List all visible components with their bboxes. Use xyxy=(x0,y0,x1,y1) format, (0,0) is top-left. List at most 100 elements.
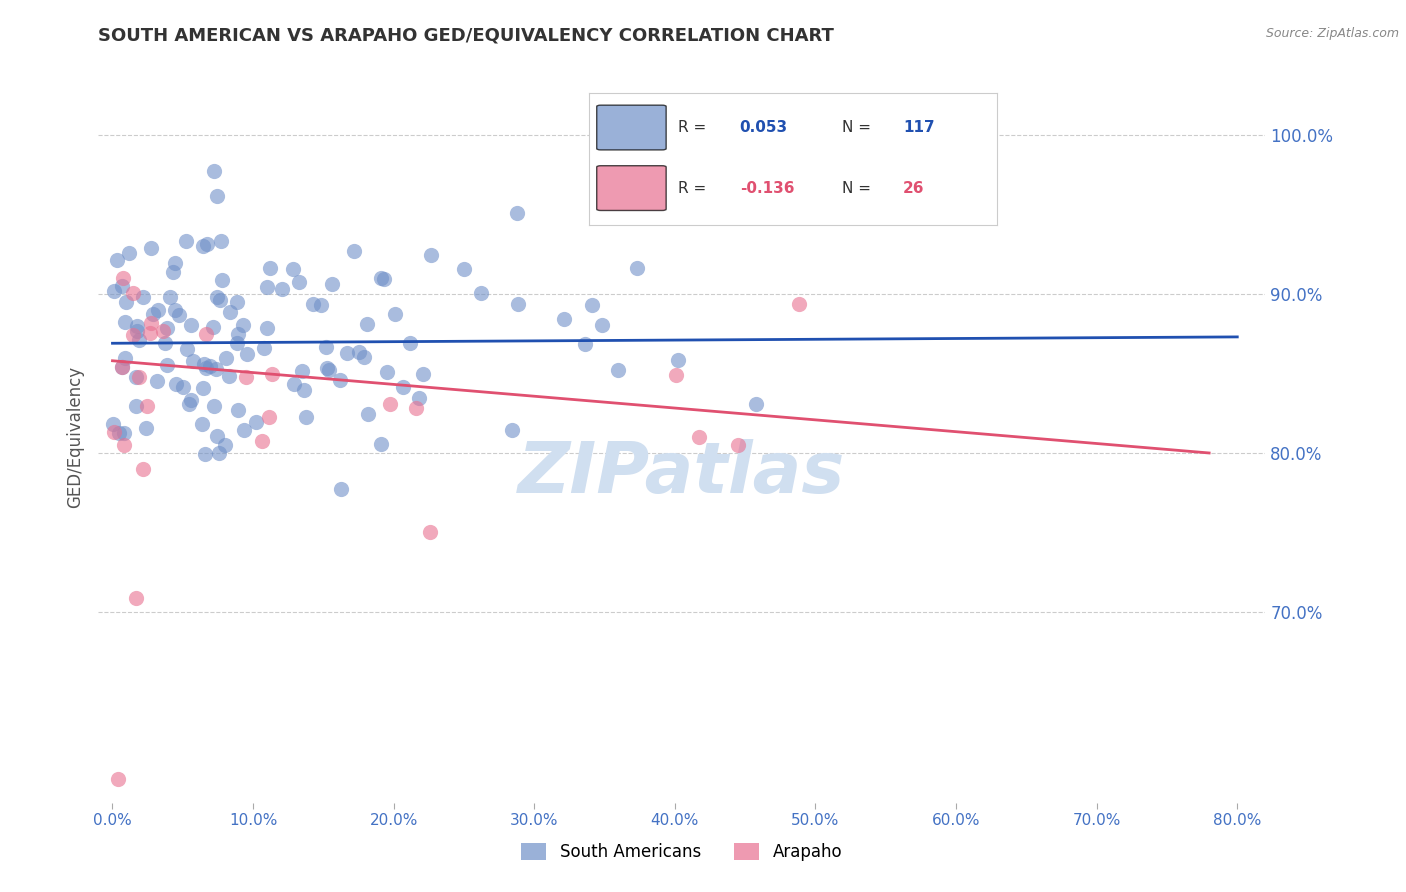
Point xyxy=(183,354,205,368)
Point xyxy=(111,270,134,285)
Point xyxy=(103,284,125,298)
Point xyxy=(370,271,392,285)
Point xyxy=(329,373,352,387)
Point xyxy=(191,417,214,432)
Point xyxy=(373,272,395,286)
Point xyxy=(174,234,197,248)
Point xyxy=(135,421,157,435)
Point xyxy=(506,296,529,310)
Point xyxy=(165,376,187,391)
Point xyxy=(195,360,218,375)
Point xyxy=(233,423,256,437)
Point xyxy=(218,305,240,319)
Y-axis label: GED/Equivalency: GED/Equivalency xyxy=(66,366,84,508)
Point xyxy=(163,256,186,270)
Point xyxy=(271,282,294,296)
Point xyxy=(384,307,406,321)
Point xyxy=(180,392,202,407)
Point xyxy=(198,359,221,373)
Point xyxy=(283,262,305,277)
Point xyxy=(288,275,311,289)
Point xyxy=(787,296,810,310)
Point xyxy=(191,238,214,252)
Point xyxy=(195,237,218,252)
Point xyxy=(125,399,148,413)
Point xyxy=(506,206,529,220)
Point xyxy=(146,302,169,317)
Point xyxy=(607,363,630,377)
Point xyxy=(145,374,167,388)
Point xyxy=(180,318,202,333)
Point xyxy=(215,351,238,365)
Point xyxy=(370,437,392,451)
Point xyxy=(107,772,129,786)
Point xyxy=(125,324,148,338)
Point xyxy=(152,324,174,338)
Point xyxy=(176,342,198,356)
Point xyxy=(156,321,179,335)
Point xyxy=(574,337,596,351)
Point xyxy=(138,326,160,341)
Point xyxy=(114,315,136,329)
Point xyxy=(202,399,225,413)
Point xyxy=(115,295,138,310)
Point xyxy=(501,424,523,438)
Legend: South Americans, Arapaho: South Americans, Arapaho xyxy=(515,836,849,868)
Point xyxy=(207,290,229,304)
Point xyxy=(291,364,314,378)
Point xyxy=(357,407,380,421)
Point xyxy=(688,430,710,444)
Point xyxy=(128,334,150,348)
Point xyxy=(581,298,603,312)
Point xyxy=(208,446,231,460)
Point xyxy=(122,285,145,300)
Point xyxy=(245,415,267,429)
Point xyxy=(226,335,249,350)
Text: Source: ZipAtlas.com: Source: ZipAtlas.com xyxy=(1265,27,1399,40)
Point xyxy=(167,308,190,322)
Point xyxy=(202,164,225,178)
Point xyxy=(205,189,228,203)
Point xyxy=(343,244,366,258)
Point xyxy=(591,318,613,333)
Point xyxy=(235,347,257,361)
Point xyxy=(139,316,162,330)
Point xyxy=(330,482,353,496)
Point xyxy=(111,360,134,375)
Point xyxy=(163,302,186,317)
Point xyxy=(226,327,249,342)
Point xyxy=(315,340,337,354)
Point xyxy=(214,438,236,452)
Point xyxy=(470,285,492,300)
Point xyxy=(626,261,648,276)
Point xyxy=(419,525,441,540)
Point xyxy=(155,335,177,350)
Point xyxy=(256,280,278,294)
Point xyxy=(193,358,215,372)
Point xyxy=(159,290,181,304)
Point xyxy=(292,384,315,398)
Point xyxy=(318,362,340,376)
Point xyxy=(295,410,318,425)
Point xyxy=(114,351,136,365)
Point xyxy=(315,360,337,375)
Point xyxy=(121,328,143,343)
Point xyxy=(141,241,163,255)
Point xyxy=(128,370,150,384)
Point xyxy=(302,297,325,311)
Point xyxy=(201,320,224,334)
Point xyxy=(232,318,254,332)
Point xyxy=(207,429,229,443)
Point xyxy=(235,370,257,384)
Point xyxy=(226,295,249,310)
Point xyxy=(419,248,441,262)
Point xyxy=(205,361,228,376)
Point xyxy=(135,399,157,413)
Point xyxy=(105,253,128,268)
Point xyxy=(179,397,201,411)
Point xyxy=(173,380,195,394)
Point xyxy=(111,279,134,293)
Point xyxy=(127,318,149,333)
Point xyxy=(218,369,240,384)
Point xyxy=(162,265,184,279)
